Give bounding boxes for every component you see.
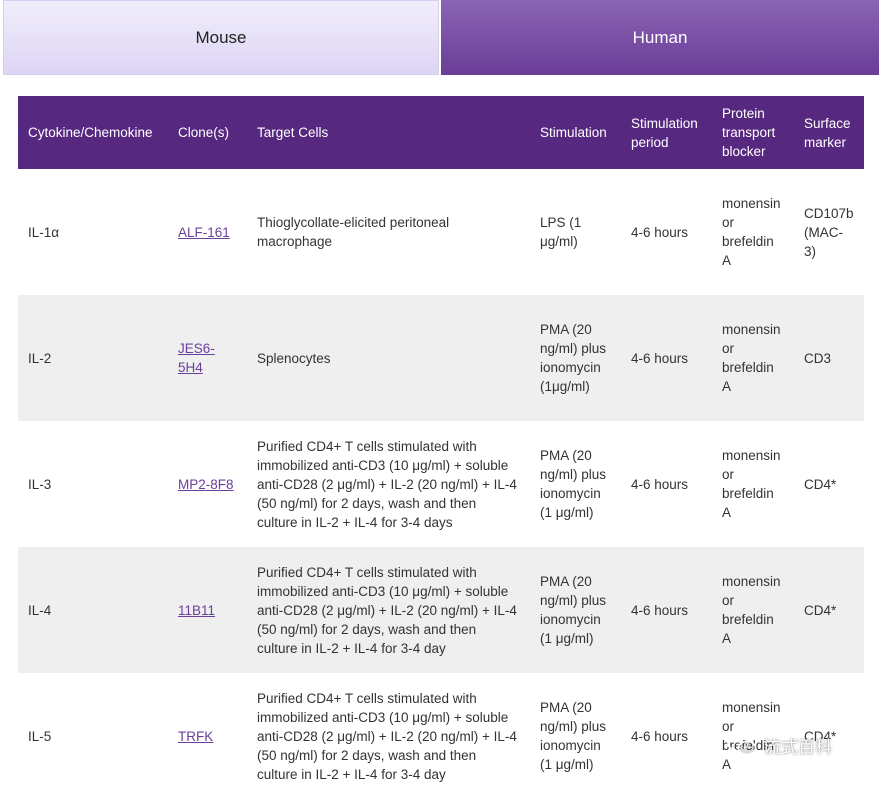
cytokine-table: Cytokine/Chemokine Clone(s) Target Cells… (18, 96, 864, 799)
table-row: IL-5 TRFK Purified CD4+ T cells stimulat… (18, 673, 864, 799)
cell-blocker: monensin or brefeldin A (712, 295, 794, 421)
cell-clone: ALF-161 (168, 169, 247, 295)
cell-stimulation: PMA (20 ng/ml) plus ionomycin (1 μg/ml) (530, 421, 621, 547)
header-target-cells: Target Cells (247, 96, 530, 169)
cell-blocker: monensin or brefeldin A (712, 673, 794, 799)
cell-cytokine: IL-5 (18, 673, 168, 799)
watermark: 流式百科 (726, 732, 832, 758)
tab-human[interactable]: Human (441, 0, 879, 75)
tab-mouse[interactable]: Mouse (3, 0, 439, 75)
cell-target-cells: Purified CD4+ T cells stimulated with im… (247, 673, 530, 799)
table-row: IL-2 JES6-5H4 Splenocytes PMA (20 ng/ml)… (18, 295, 864, 421)
cell-period: 4-6 hours (621, 295, 712, 421)
clone-link[interactable]: JES6-5H4 (178, 341, 215, 375)
cell-marker: CD4* (794, 547, 864, 673)
cell-clone: 11B11 (168, 547, 247, 673)
clone-link[interactable]: 11B11 (178, 602, 216, 618)
table-header-row: Cytokine/Chemokine Clone(s) Target Cells… (18, 96, 864, 169)
cell-blocker: monensin or brefeldin A (712, 421, 794, 547)
cell-marker: CD4* (794, 673, 864, 799)
cell-target-cells: Purified CD4+ T cells stimulated with im… (247, 547, 530, 673)
header-stimulation: Stimulation (530, 96, 621, 169)
header-cytokine: Cytokine/Chemokine (18, 96, 168, 169)
cell-cytokine: IL-2 (18, 295, 168, 421)
cell-stimulation: PMA (20 ng/ml) plus ionomycin (1 μg/ml) (530, 673, 621, 799)
cell-period: 4-6 hours (621, 421, 712, 547)
clone-link[interactable]: TRFK (178, 728, 214, 744)
cell-cytokine: IL-1α (18, 169, 168, 295)
cell-marker: CD3 (794, 295, 864, 421)
table-row: IL-4 11B11 Purified CD4+ T cells stimula… (18, 547, 864, 673)
header-surface-marker: Surface marker (794, 96, 864, 169)
cell-marker: CD107b (MAC-3) (794, 169, 864, 295)
cell-cytokine: IL-3 (18, 421, 168, 547)
cell-target-cells: Thioglycollate-elicited peritoneal macro… (247, 169, 530, 295)
cell-stimulation: PMA (20 ng/ml) plus ionomycin (1μg/ml) (530, 295, 621, 421)
cell-stimulation: LPS (1 μg/ml) (530, 169, 621, 295)
watermark-text: 流式百科 (764, 737, 832, 757)
clone-link[interactable]: ALF-161 (178, 224, 230, 240)
cell-blocker: monensin or brefeldin A (712, 169, 794, 295)
cytokine-table-container: Cytokine/Chemokine Clone(s) Target Cells… (18, 96, 864, 799)
cell-clone: JES6-5H4 (168, 295, 247, 421)
cell-clone: TRFK (168, 673, 247, 799)
table-row: IL-3 MP2-8F8 Purified CD4+ T cells stimu… (18, 421, 864, 547)
cell-period: 4-6 hours (621, 673, 712, 799)
wechat-icon (727, 734, 757, 756)
species-tabs: Mouse Human (0, 0, 882, 80)
cell-period: 4-6 hours (621, 547, 712, 673)
cell-target-cells: Purified CD4+ T cells stimulated with im… (247, 421, 530, 547)
header-protein-transport-blocker: Protein transport blocker (712, 96, 794, 169)
cell-target-cells: Splenocytes (247, 295, 530, 421)
cell-blocker: monensin or brefeldin A (712, 547, 794, 673)
cell-marker: CD4* (794, 421, 864, 547)
header-stimulation-period: Stimulation period (621, 96, 712, 169)
cell-period: 4-6 hours (621, 169, 712, 295)
cell-clone: MP2-8F8 (168, 421, 247, 547)
table-row: IL-1α ALF-161 Thioglycollate-elicited pe… (18, 169, 864, 295)
cell-stimulation: PMA (20 ng/ml) plus ionomycin (1 μg/ml) (530, 547, 621, 673)
cell-cytokine: IL-4 (18, 547, 168, 673)
header-clones: Clone(s) (168, 96, 247, 169)
clone-link[interactable]: MP2-8F8 (178, 476, 234, 492)
